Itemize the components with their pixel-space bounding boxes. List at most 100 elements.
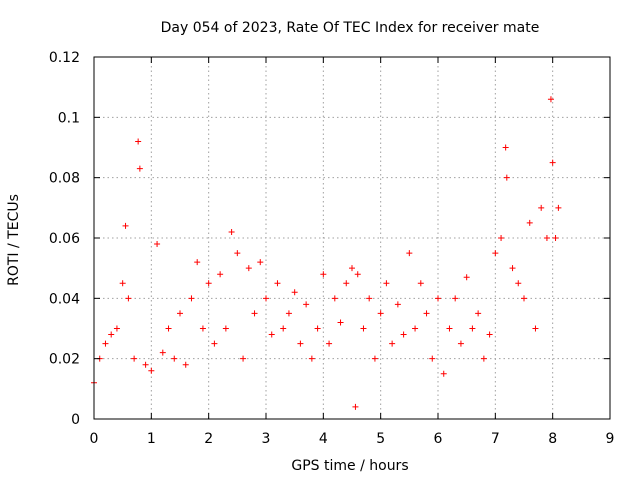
x-tick-label: 5: [376, 431, 385, 447]
data-point: [263, 295, 269, 302]
data-point: [199, 325, 206, 332]
data-point: [234, 250, 241, 257]
data-point: [217, 271, 224, 278]
x-tick-labels: 0 1 2 3 4 5 6 7 8 9: [90, 431, 615, 447]
data-point: [343, 280, 350, 287]
data-point: [526, 219, 533, 226]
data-point: [194, 259, 201, 266]
data-point: [354, 271, 361, 278]
data-point: [543, 235, 550, 241]
data-point: [366, 295, 373, 302]
data-point: [412, 325, 419, 332]
x-tick-label: 1: [147, 431, 156, 447]
x-tick-label: 6: [434, 431, 443, 447]
x-tick-label: 4: [319, 431, 328, 447]
data-point: [549, 159, 556, 166]
data-point: [492, 250, 499, 257]
data-point: [532, 325, 539, 332]
data-point: [251, 310, 258, 317]
x-tick-label: 7: [491, 431, 500, 447]
x-tick-label: 2: [204, 431, 213, 447]
data-point: [360, 325, 367, 332]
data-point: [406, 250, 413, 257]
y-tick-label: 0: [71, 412, 80, 428]
x-tick-label: 3: [262, 431, 271, 447]
data-point: [463, 274, 470, 281]
y-tick-label: 0.02: [49, 352, 80, 368]
y-tick-label: 0.08: [49, 171, 80, 187]
data-point: [122, 222, 129, 229]
data-point: [475, 310, 482, 317]
data-point: [446, 325, 453, 332]
data-point: [521, 295, 527, 302]
data-point: [457, 340, 464, 347]
data-point: [394, 301, 401, 308]
data-point: [125, 295, 132, 302]
data-point: [205, 280, 212, 287]
y-tick-label: 0.12: [49, 50, 80, 66]
data-point: [285, 310, 292, 317]
data-point: [188, 295, 195, 302]
data-point: [171, 355, 178, 362]
data-point: [352, 403, 359, 410]
x-axis-label: GPS time / hours: [291, 458, 408, 474]
data-point: [159, 349, 166, 356]
data-point: [211, 340, 218, 347]
data-point: [108, 331, 115, 338]
data-point: [320, 271, 327, 278]
data-point: [308, 355, 315, 362]
data-point: [452, 295, 459, 302]
data-point: [245, 265, 252, 272]
x-tick-label: 9: [606, 431, 615, 447]
data-point: [135, 138, 142, 145]
data-point: [515, 280, 522, 287]
data-point: [177, 310, 183, 317]
data-point: [257, 259, 264, 266]
data-point: [486, 331, 493, 338]
data-point: [165, 325, 172, 332]
data-point: [383, 280, 390, 287]
data-point: [136, 165, 143, 172]
data-point: [291, 289, 298, 296]
data-point: [280, 325, 287, 332]
data-point: [498, 235, 505, 241]
data-point: [538, 204, 545, 211]
data-point: [228, 228, 235, 235]
data-point: [274, 280, 281, 287]
data-point: [331, 295, 338, 302]
data-point: [119, 280, 126, 287]
data-point: [503, 174, 510, 181]
data-point: [148, 367, 155, 374]
data-point: [423, 310, 430, 317]
data-point: [389, 340, 396, 347]
data-point: [337, 319, 344, 326]
data-points: [91, 96, 562, 410]
data-point: [440, 370, 447, 377]
y-tick-label: 0.1: [58, 110, 80, 126]
data-point: [502, 144, 509, 151]
data-point: [240, 355, 247, 362]
data-point: [297, 340, 304, 347]
data-point: [268, 331, 275, 338]
y-tick-labels: 0 0.02 0.04 0.06 0.08 0.1 0.12: [49, 50, 80, 428]
data-point: [480, 355, 487, 362]
data-point: [555, 204, 562, 211]
data-point: [154, 241, 161, 248]
data-point: [182, 361, 189, 368]
data-point: [547, 96, 554, 103]
x-tick-label: 0: [90, 431, 99, 447]
data-point: [349, 265, 355, 272]
data-point: [131, 355, 138, 362]
data-point: [113, 325, 120, 332]
data-point: [222, 325, 229, 332]
data-point: [326, 340, 333, 347]
data-point: [371, 355, 378, 362]
data-point: [314, 325, 321, 332]
data-point: [377, 310, 384, 317]
data-point: [400, 331, 407, 338]
chart-title: Day 054 of 2023, Rate Of TEC Index for r…: [161, 20, 540, 36]
data-point: [303, 301, 310, 308]
y-tick-label: 0.04: [49, 291, 80, 307]
data-point: [429, 355, 436, 362]
